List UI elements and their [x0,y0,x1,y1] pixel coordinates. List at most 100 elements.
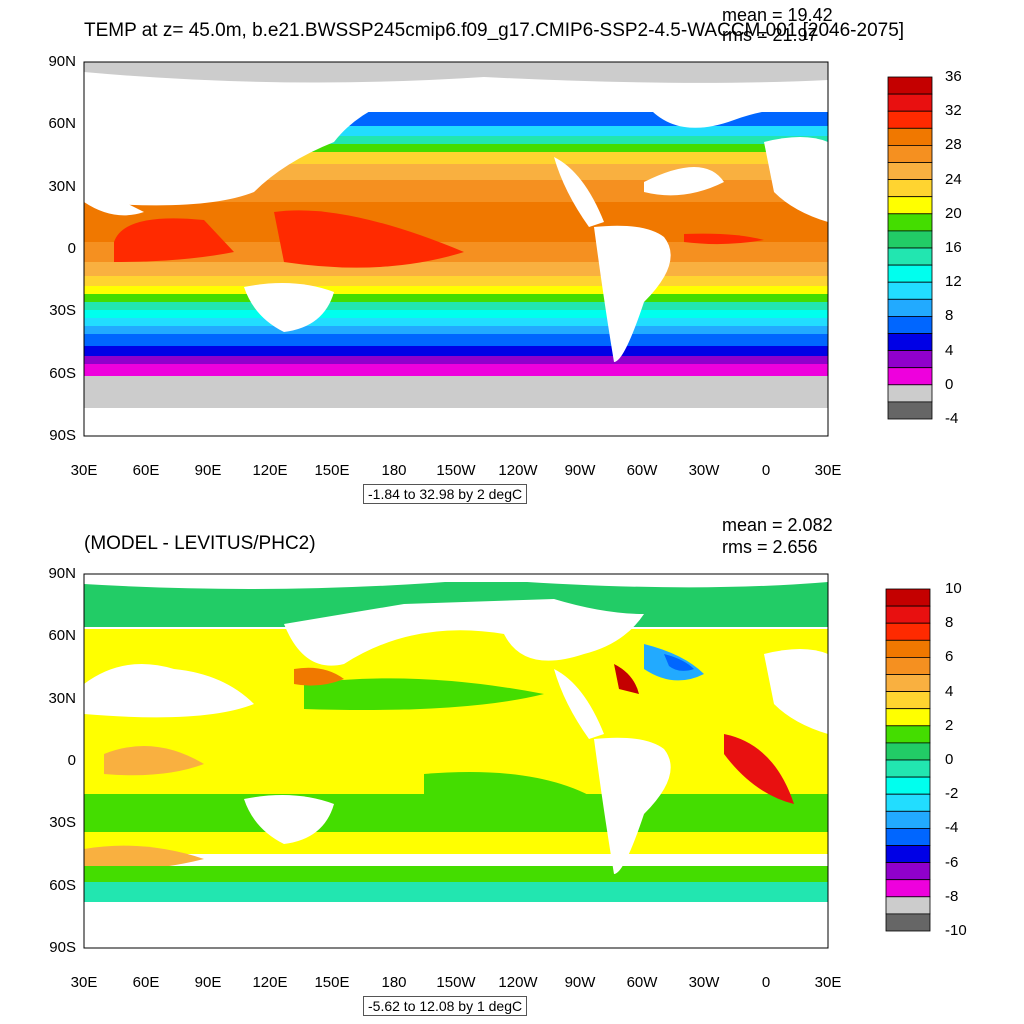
panel2-colorbar-swatch [885,742,931,761]
longitude-tick-label: 30W [688,974,720,991]
panel1-title: TEMP at z= 45.0m, b.e21.BWSSP245cmip6.f0… [84,20,905,41]
panel2-colorbar-label: -8 [945,887,959,905]
panel1-contour-info: -1.84 to 32.98 by 2 degC [363,484,528,504]
longitude-tick-label: 150W [436,462,476,479]
band-aqua [84,308,828,318]
panel2-colorbar-label: 2 [945,716,954,734]
panel1-colorbar-swatch [887,298,933,317]
bias-south-yellow [84,832,828,854]
panel1-colorbar-swatch [887,264,933,283]
latitude-tick-label: 30N [48,689,76,707]
land [84,574,828,948]
longitude-tick-label: 120E [252,462,288,479]
band-yellow [84,284,828,294]
warm-pool-pacific [274,210,464,268]
panel1-colorbar-label: 4 [945,341,954,359]
bias-so-teal [84,882,828,902]
latitude-tick-label: 60S [49,364,76,382]
longitude-tick-label: 60W [626,974,658,991]
latitude-tick-label: 60S [49,876,76,894]
latitude-tick-label: 0 [67,752,76,769]
panel1-rms: rms = 21.97 [722,25,818,45]
panel2-colorbar-swatch [885,793,931,812]
panel2-colorbar-label: 4 [945,682,954,700]
bias-gulfstream-warm [614,664,639,694]
longitude-tick-label: 180 [381,462,407,479]
band-green [84,292,828,302]
panel2-colorbar-label: -10 [945,922,967,939]
panel1-colorbar-swatch [887,384,933,403]
band-mid-blue [84,332,828,346]
longitude-tick-label: 30E [814,462,842,479]
panel2-contour-info: -5.62 to 12.08 by 1 degC [363,996,528,1016]
panel1-colorbar-label: 32 [945,102,962,120]
panel1-colorbar-swatch [887,281,933,300]
longitude-tick-label: 90W [564,974,596,991]
latitude-tick-label: 30S [49,814,76,832]
panel1-colorbar-swatch [887,230,933,249]
panel2-mean: mean = 2.082 [722,515,833,535]
panel2-colorbar-swatch [885,810,931,829]
panel1-mean: mean = 19.42 [722,5,833,25]
panel1-colorbar-swatch [887,401,933,420]
panel2-colorbar-swatch [885,862,931,881]
band-teal [84,300,828,310]
panel1-colorbar-swatch [887,367,933,386]
panel2-title: (MODEL - LEVITUS/PHC2) [84,533,316,554]
bias-indian-warm [104,746,204,776]
latitude-tick-label: 60N [48,627,76,645]
panel1-colorbar [887,76,933,420]
band-purple [84,354,828,364]
panel1-colorbar-swatch [887,213,933,232]
bias-kuroshio [294,667,344,686]
longitude-tick-label: 90E [194,974,222,991]
panel2-colorbar-swatch [885,827,931,846]
panel1-colorbar-label: 36 [945,68,962,85]
latitude-tick-label: 30N [48,177,76,195]
panel2-colorbar-swatch [885,879,931,898]
bias-gulfstream-blue [664,654,694,671]
longitude-tick-label: 90W [564,462,596,479]
longitude-tick-label: 120W [498,462,538,479]
panel2-colorbar-label: -2 [945,785,959,803]
panel1-colorbar-label: 8 [945,307,954,325]
panel2-colorbar-swatch [885,896,931,915]
panel2-colorbar-label: 6 [945,648,954,666]
panel1-colorbar-swatch [887,93,933,112]
bias-so-green [84,866,828,884]
panel1-colorbar-swatch [887,76,933,95]
panel2-colorbar-label: -4 [945,819,959,837]
longitude-tick-label: 120E [252,974,288,991]
panel2-rms: rms = 2.656 [722,537,818,557]
longitude-tick-label: 30E [70,974,98,991]
band-light-blue [84,324,828,334]
panel2-colorbar-swatch [885,913,931,932]
panel2-map [83,573,829,949]
panel1-colorbar-swatch [887,127,933,146]
panel1-colorbar-swatch [887,315,933,334]
panel2-colorbar-label: 10 [945,580,962,597]
band-north-green [84,142,828,152]
panel1-map [83,61,829,437]
latitude-tick-label: 90N [48,53,76,70]
longitude-tick-label: 0 [761,974,771,991]
panel2-colorbar-label: 8 [945,614,954,632]
panel1-colorbar-swatch [887,333,933,352]
latitude-tick-label: 0 [67,240,76,257]
bias-sw-orange [84,845,204,871]
bias-benguela-warm [724,734,794,804]
panel1-colorbar-swatch [887,350,933,369]
longitude-tick-label: 60E [132,974,160,991]
land [84,62,828,362]
arctic-ice [84,62,828,83]
panel2-colorbar-swatch [885,588,931,607]
panel1-colorbar-label: 16 [945,239,962,256]
longitude-tick-label: 180 [381,974,407,991]
band-magenta [84,362,828,376]
longitude-tick-label: 0 [761,462,771,479]
panel1-colorbar-label: 0 [945,375,954,393]
panel1-colorbar-swatch [887,179,933,198]
latitude-tick-label: 30S [49,302,76,320]
panel1-colorbar-swatch [887,110,933,129]
panel1-colorbar-swatch [887,196,933,215]
